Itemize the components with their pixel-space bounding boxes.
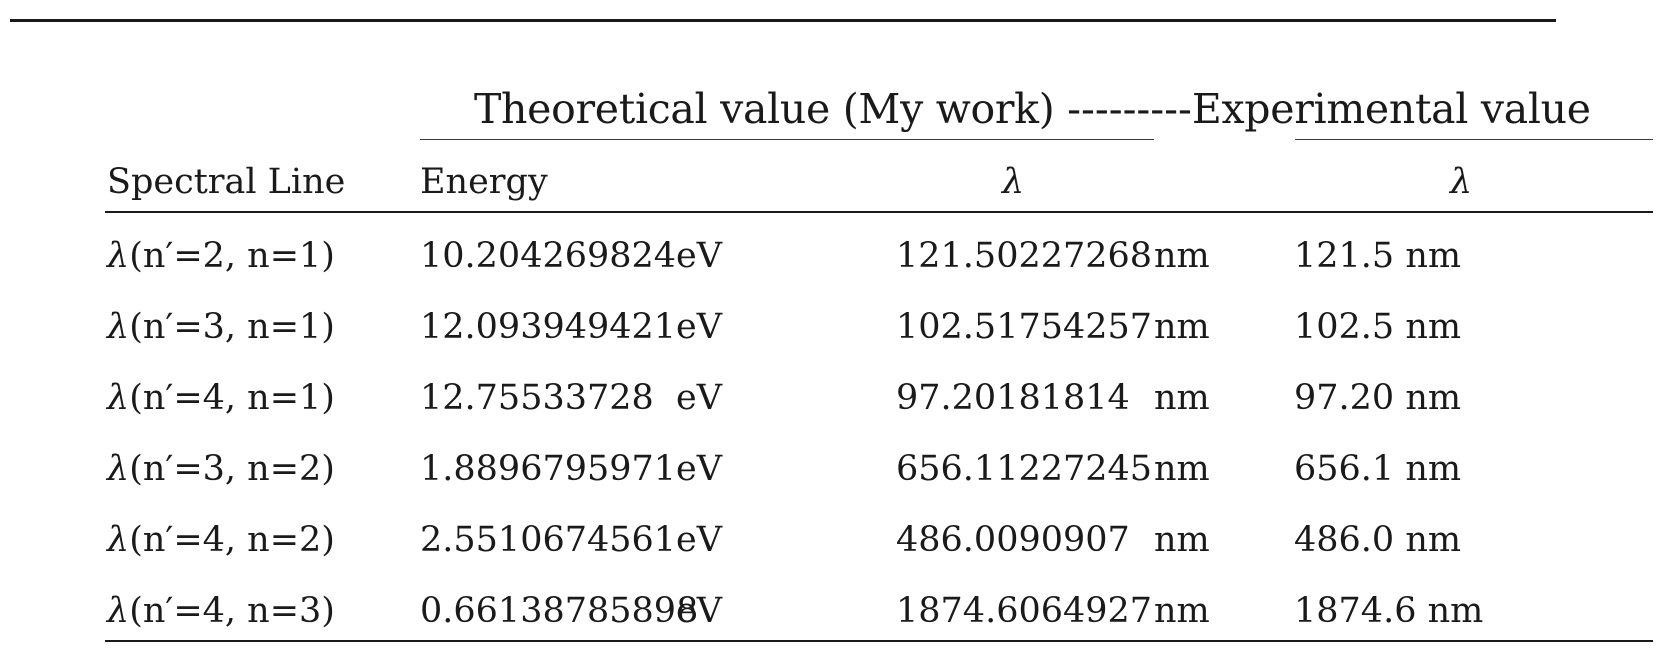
- cell-wavelength: 97.20181814: [896, 378, 1130, 418]
- cell-energy-unit: eV: [676, 378, 722, 418]
- cell-energy-unit: eV: [676, 236, 722, 276]
- cell-wavelength-unit: nm: [1154, 236, 1210, 276]
- cell-energy: 1.8896795971: [420, 449, 677, 489]
- col-header-spectral-line: Spectral Line: [107, 162, 346, 202]
- cell-energy: 2.5510674561: [420, 520, 677, 560]
- cell-energy-unit: eV: [676, 449, 722, 489]
- lambda-symbol: λ: [107, 449, 130, 489]
- cell-wavelength: 1874.6064927: [896, 591, 1153, 631]
- cell-experimental: 486.0 nm: [1294, 520, 1462, 560]
- cell-experimental: 656.1 nm: [1294, 449, 1462, 489]
- theoretical-group-rule: [420, 139, 1154, 140]
- group-header: Theoretical value (My work) ---------Exp…: [474, 84, 1591, 134]
- top-rule: [10, 19, 1556, 22]
- cell-experimental: 97.20 nm: [1294, 378, 1462, 418]
- lambda-symbol: λ: [107, 520, 130, 560]
- cell-experimental: 1874.6 nm: [1294, 591, 1484, 631]
- cell-spectral-line: λ(n′=4, n=1): [107, 376, 335, 420]
- cell-wavelength-unit: nm: [1154, 520, 1210, 560]
- cell-energy: 12.093949421: [420, 307, 677, 347]
- cell-wavelength: 121.50227268: [896, 236, 1153, 276]
- cell-energy-unit: eV: [676, 520, 722, 560]
- col-header-energy: Energy: [420, 162, 548, 202]
- cell-spectral-line: λ(n′=2, n=1): [107, 234, 335, 278]
- transition-label: (n′=4, n=3): [129, 591, 335, 631]
- header-rule: [105, 211, 1653, 213]
- cell-energy-unit: eV: [676, 591, 722, 631]
- cell-spectral-line: λ(n′=4, n=2): [107, 518, 335, 562]
- cell-wavelength: 656.11227245: [896, 449, 1153, 489]
- transition-label: (n′=3, n=1): [129, 307, 335, 347]
- cell-spectral-line: λ(n′=4, n=3): [107, 589, 335, 633]
- cell-wavelength: 102.51754257: [896, 307, 1153, 347]
- cell-experimental: 121.5 nm: [1294, 236, 1462, 276]
- transition-label: (n′=2, n=1): [129, 236, 335, 276]
- cell-energy: 12.75533728: [420, 378, 654, 418]
- transition-label: (n′=4, n=2): [129, 520, 335, 560]
- cell-wavelength-unit: nm: [1154, 449, 1210, 489]
- cell-energy-unit: eV: [676, 307, 722, 347]
- cell-experimental: 102.5 nm: [1294, 307, 1462, 347]
- theoretical-group-label: Theoretical value (My work): [474, 85, 1068, 133]
- cell-energy: 0.66138785898: [420, 591, 699, 631]
- transition-label: (n′=3, n=2): [129, 449, 335, 489]
- col-header-lambda-theoretical: λ: [1002, 162, 1025, 202]
- cell-spectral-line: λ(n′=3, n=2): [107, 447, 335, 491]
- transition-label: (n′=4, n=1): [129, 378, 335, 418]
- bottom-rule: [105, 640, 1653, 642]
- cell-energy: 10.204269824: [420, 236, 677, 276]
- experimental-group-rule: [1295, 139, 1653, 140]
- cell-wavelength-unit: nm: [1154, 591, 1210, 631]
- lambda-symbol: λ: [107, 236, 130, 276]
- col-header-lambda-experimental: λ: [1450, 162, 1473, 202]
- lambda-symbol: λ: [107, 591, 130, 631]
- cell-wavelength-unit: nm: [1154, 378, 1210, 418]
- lambda-symbol: λ: [107, 378, 130, 418]
- lambda-symbol: λ: [107, 307, 130, 347]
- cell-wavelength: 486.0090907: [896, 520, 1130, 560]
- group-separator-dashes: ---------: [1067, 85, 1192, 133]
- cell-wavelength-unit: nm: [1154, 307, 1210, 347]
- cell-spectral-line: λ(n′=3, n=1): [107, 305, 335, 349]
- experimental-group-label: Experimental value: [1191, 85, 1591, 133]
